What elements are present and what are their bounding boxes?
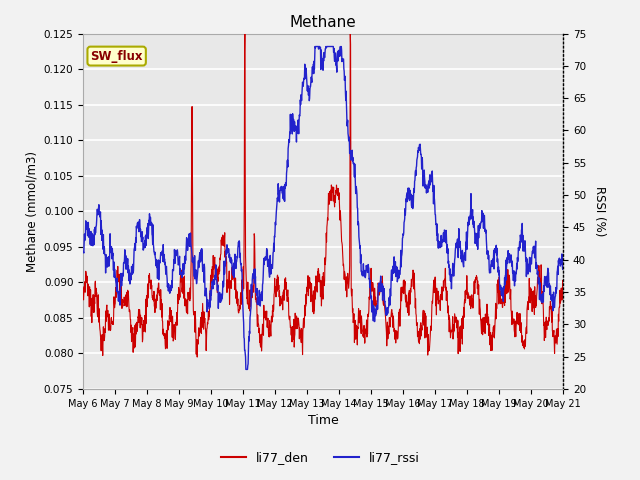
Legend: li77_den, li77_rssi: li77_den, li77_rssi <box>216 446 424 469</box>
Y-axis label: RSSI (%): RSSI (%) <box>593 186 605 236</box>
Title: Methane: Methane <box>290 15 356 30</box>
Y-axis label: Methane (mmol/m3): Methane (mmol/m3) <box>25 151 38 272</box>
Text: SW_flux: SW_flux <box>90 49 143 62</box>
X-axis label: Time: Time <box>308 414 339 427</box>
